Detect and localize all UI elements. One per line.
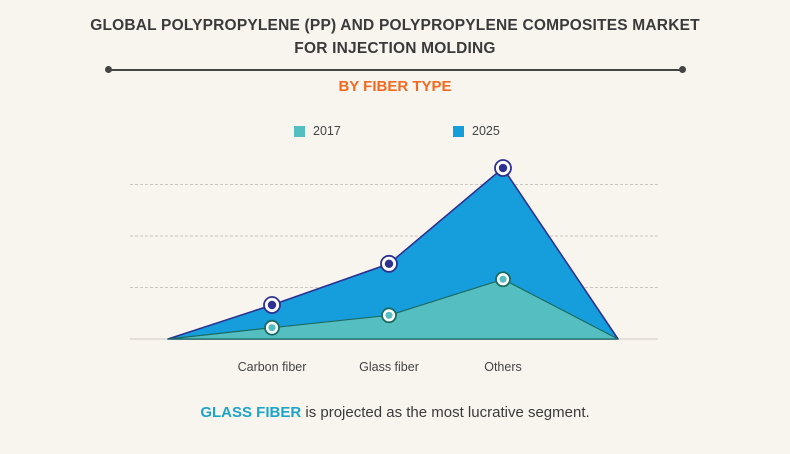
title-divider — [108, 69, 682, 71]
data-point-core-2025-1 — [384, 259, 394, 269]
legend-label-2017: 2017 — [313, 124, 341, 138]
caption-text: is projected as the most lucrative segme… — [301, 404, 590, 421]
data-point-core-2017-2 — [499, 275, 507, 283]
divider-dot-left — [105, 66, 112, 73]
x-tick-label-others: Others — [484, 360, 522, 374]
legend-label-2025: 2025 — [472, 124, 500, 138]
x-tick-label-glass-fiber: Glass fiber — [359, 360, 419, 374]
legend-item-2025: 2025 — [453, 124, 500, 138]
title-line-1: GLOBAL POLYPROPYLENE (PP) AND POLYPROPYL… — [90, 17, 700, 34]
caption-highlight: GLASS FIBER — [200, 404, 302, 421]
data-point-core-2017-1 — [385, 311, 393, 319]
chart-title: GLOBAL POLYPROPYLENE (PP) AND POLYPROPYL… — [0, 14, 790, 60]
data-point-core-2025-2 — [498, 163, 508, 173]
chart-caption: GLASS FIBER is projected as the most luc… — [0, 404, 790, 421]
data-point-core-2025-0 — [267, 300, 277, 310]
area-series-2017 — [167, 278, 619, 340]
chart-subtitle: BY FIBER TYPE — [338, 78, 452, 95]
legend-swatch-2017 — [294, 125, 305, 137]
legend-item-2017: 2017 — [294, 124, 341, 138]
legend-swatch-2025 — [453, 125, 464, 137]
data-point-core-2017-0 — [268, 324, 276, 332]
x-tick-label-carbon-fiber: Carbon fiber — [238, 360, 307, 374]
title-line-2: FOR INJECTION MOLDING — [294, 40, 496, 57]
divider-dot-right — [679, 66, 686, 73]
